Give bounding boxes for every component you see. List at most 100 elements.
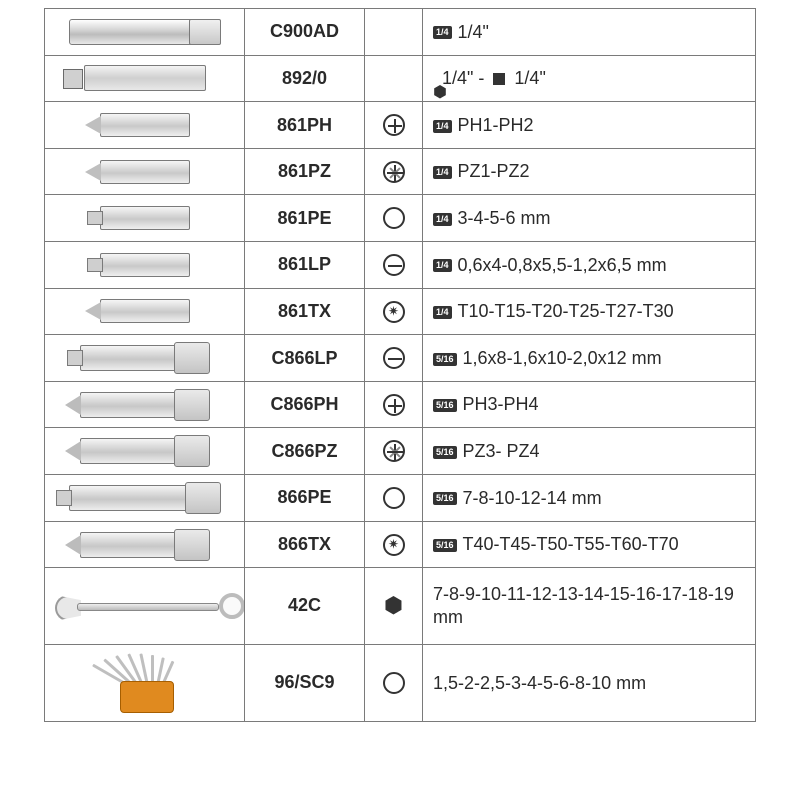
drive-size-tag: 1/4	[433, 259, 452, 272]
phillips-icon	[383, 114, 405, 136]
spec-cell: 1,5-2-2,5-3-4-5-6-8-10 mm	[423, 644, 756, 721]
power-bit-illustration	[80, 345, 210, 371]
table-row: 42C 7-8-9-10-11-12-13-14-15-16-17-18-19 m…	[45, 568, 756, 644]
spec-text: 3-4-5-6 mm	[458, 208, 551, 228]
table-row: 861PE 1/4 3-4-5-6 mm	[45, 195, 756, 242]
power-bit-illustration	[69, 485, 221, 511]
torx-icon	[383, 534, 405, 556]
hexhole-icon	[383, 207, 405, 229]
spec-text: 1/4"	[458, 22, 489, 42]
slot-icon	[383, 254, 405, 276]
torx-icon	[383, 301, 405, 323]
spec-text: PH3-PH4	[463, 394, 539, 414]
bit-illustration	[100, 160, 190, 184]
table-row: 861TX1/4T10-T15-T20-T25-T27-T30	[45, 288, 756, 335]
tool-image-cell	[45, 102, 245, 149]
wrench-illustration	[55, 593, 245, 619]
phillips-icon	[383, 394, 405, 416]
drive-size-tag: 5/16	[433, 399, 457, 412]
drive-size-tag: 1/4	[433, 306, 452, 319]
drive-type-cell	[365, 242, 423, 289]
socket-illustration	[69, 19, 221, 45]
drive-type-cell	[365, 288, 423, 335]
drive-type-cell	[365, 148, 423, 195]
drive-type-cell	[365, 381, 423, 428]
drive-type-cell	[365, 521, 423, 568]
drive-size-tag: 5/16	[433, 492, 457, 505]
table-row: 866PE 5/167-8-10-12-14 mm	[45, 475, 756, 522]
spec-text: T40-T45-T50-T55-T60-T70	[463, 534, 679, 554]
spec-cell: 1/4PZ1-PZ2	[423, 148, 756, 195]
spec-cell: 5/167-8-10-12-14 mm	[423, 475, 756, 522]
spec-cell: 7-8-9-10-11-12-13-14-15-16-17-18-19 mm	[423, 568, 756, 644]
hex-key-set-illustration	[90, 651, 200, 715]
drive-type-cell	[365, 195, 423, 242]
square-icon	[493, 73, 505, 85]
drive-size-tag: 5/16	[433, 446, 457, 459]
tool-image-cell	[45, 9, 245, 56]
drive-type-cell	[365, 55, 423, 102]
drive-type-cell	[365, 475, 423, 522]
hexnut-icon	[383, 595, 405, 617]
product-code: 866TX	[245, 521, 365, 568]
tool-image-cell	[45, 195, 245, 242]
bit-illustration	[100, 206, 190, 230]
spec-cell: 5/16 PZ3- PZ4	[423, 428, 756, 475]
tool-image-cell	[45, 55, 245, 102]
pozi-icon	[383, 161, 405, 183]
pozi-icon	[383, 440, 405, 462]
spec-cell: 5/161,6x8-1,6x10-2,0x12 mm	[423, 335, 756, 382]
product-code: C900AD	[245, 9, 365, 56]
table-row: 861PH1/4PH1-PH2	[45, 102, 756, 149]
tool-image-cell	[45, 428, 245, 475]
table-row: C866LP 5/161,6x8-1,6x10-2,0x12 mm	[45, 335, 756, 382]
power-bit-illustration	[80, 532, 210, 558]
table-row: 861LP1/40,6x4-0,8x5,5-1,2x6,5 mm	[45, 242, 756, 289]
product-code: 861PE	[245, 195, 365, 242]
spec-cell: 1/4" - 1/4"	[423, 55, 756, 102]
bit-illustration	[100, 299, 190, 323]
spec-text: PH1-PH2	[458, 115, 534, 135]
table-row: 892/0 1/4" - 1/4"	[45, 55, 756, 102]
power-bit-illustration	[80, 392, 210, 418]
table-row: 96/SC9 1,5-2-2,5-3-4-5-6-8-10 mm	[45, 644, 756, 721]
drive-type-cell	[365, 9, 423, 56]
product-code: 42C	[245, 568, 365, 644]
adapter-illustration	[84, 65, 206, 91]
drive-type-cell	[365, 428, 423, 475]
product-code: C866LP	[245, 335, 365, 382]
spec-cell: 1/4 3-4-5-6 mm	[423, 195, 756, 242]
spec-text: 7-8-9-10-11-12-13-14-15-16-17-18-19 mm	[433, 584, 734, 627]
drive-size-tag: 1/4	[433, 26, 452, 39]
product-code: 861LP	[245, 242, 365, 289]
drive-type-cell	[365, 102, 423, 149]
table-row: C900AD 1/4 1/4"	[45, 9, 756, 56]
tool-image-cell	[45, 381, 245, 428]
bit-illustration	[100, 113, 190, 137]
drive-size-tag: 5/16	[433, 353, 457, 366]
spec-text: PZ1-PZ2	[458, 161, 530, 181]
spec-cell: 5/16 T40-T45-T50-T55-T60-T70	[423, 521, 756, 568]
drive-size-tag: 5/16	[433, 539, 457, 552]
tool-image-cell	[45, 475, 245, 522]
drive-size-tag: 1/4	[433, 213, 452, 226]
slot-icon	[383, 347, 405, 369]
product-code: C866PZ	[245, 428, 365, 475]
tool-image-cell	[45, 521, 245, 568]
tool-image-cell	[45, 288, 245, 335]
table-row: C866PH 5/16 PH3-PH4	[45, 381, 756, 428]
spec-cell: 1/4 PH1-PH2	[423, 102, 756, 149]
product-code: C866PH	[245, 381, 365, 428]
product-code: 892/0	[245, 55, 365, 102]
table-row: C866PZ 5/16 PZ3- PZ4	[45, 428, 756, 475]
product-code: 866PE	[245, 475, 365, 522]
product-code: 96/SC9	[245, 644, 365, 721]
spec-cell: 5/16 PH3-PH4	[423, 381, 756, 428]
hexhole-icon	[383, 672, 405, 694]
tool-image-cell	[45, 568, 245, 644]
spec-text: PZ3- PZ4	[463, 441, 540, 461]
product-code: 861TX	[245, 288, 365, 335]
tool-image-cell	[45, 148, 245, 195]
spec-text: 1,5-2-2,5-3-4-5-6-8-10 mm	[433, 673, 646, 693]
drive-size-tag: 1/4	[433, 120, 452, 133]
